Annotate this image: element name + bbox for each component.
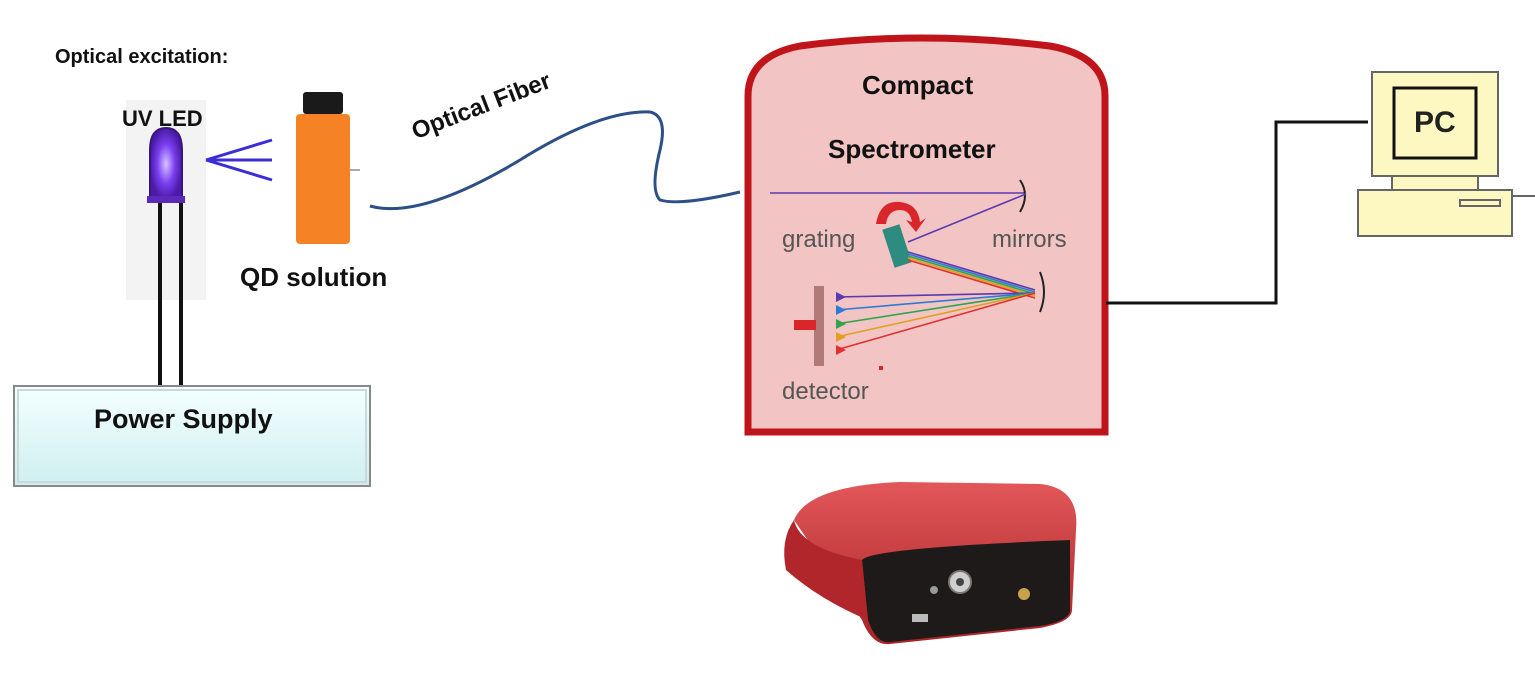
uv-led-label: UV LED [122,106,203,131]
spectrometer-device-icon [784,482,1077,645]
pc-icon [1357,71,1535,237]
compact-label: Compact [862,70,974,100]
optical-fiber-cable [369,110,741,211]
detector-label: detector [782,378,869,405]
grating-rotation-icon [876,201,926,232]
usb-cable [1106,120,1368,305]
uv-led-icon [126,100,273,385]
grating-label: grating [782,226,856,253]
detector-element [814,286,824,366]
vial-icon [296,92,360,244]
grating-element [882,224,912,268]
spectrometer-label: Spectrometer [828,134,996,164]
power-supply-box [13,385,371,487]
optical-excitation-label: Optical excitation: [55,46,229,68]
power-supply-label: Power Supply [94,404,273,434]
pc-label: PC [1414,106,1456,139]
spectrometer-optics [770,179,1045,370]
qd-solution-label: QD solution [240,262,388,292]
mirrors-label: mirrors [992,226,1067,253]
